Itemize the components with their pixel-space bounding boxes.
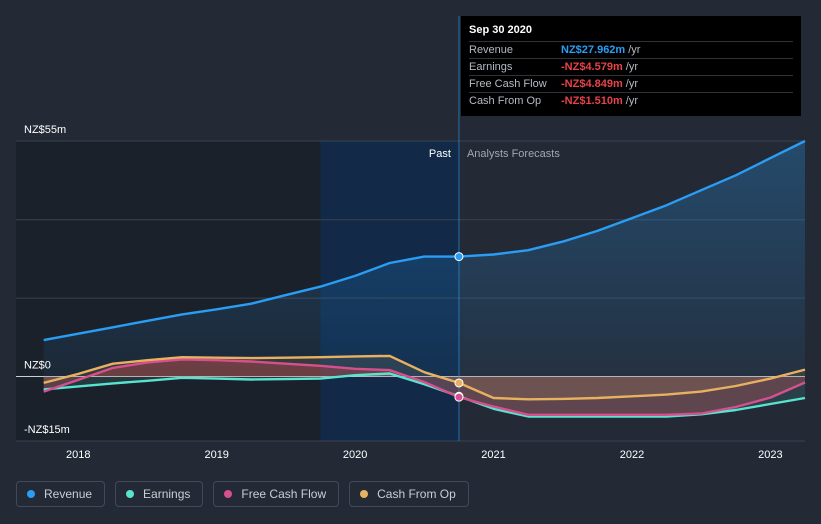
legend-dot-icon: [360, 490, 369, 498]
x-tick-label: 2021: [481, 449, 505, 461]
tooltip-date: Sep 30 2020: [469, 24, 532, 36]
tooltip-label: Cash From Op: [469, 95, 542, 107]
legend-label: Earnings: [143, 487, 191, 501]
cash-from-op-area: [43, 355, 806, 400]
past-region-background: [16, 141, 321, 441]
x-tick-label: 2018: [66, 449, 90, 461]
tooltip-row-cash-from-op: Cash From Op -NZ$1.510m /yr: [469, 92, 793, 109]
revenue-line: [43, 139, 806, 342]
x-tick-label: 2022: [620, 449, 644, 461]
revenue-marker: [454, 252, 464, 262]
earnings-line: [43, 372, 806, 418]
tooltip-row-free-cash-flow: Free Cash Flow -NZ$4.849m /yr: [469, 75, 793, 92]
legend-label: Cash From Op: [377, 487, 456, 501]
tooltip-row-revenue: Revenue NZ$27.962m /yr: [469, 41, 793, 58]
x-tick-label: 2019: [204, 449, 228, 461]
tooltip-value: -NZ$4.579m: [561, 61, 623, 73]
tooltip-label: Free Cash Flow: [469, 78, 547, 90]
legend-item-earnings[interactable]: Earnings: [115, 481, 204, 507]
free-cash-flow-marker: [454, 392, 464, 402]
data-tooltip: Sep 30 2020 Revenue NZ$27.962m /yr Earni…: [461, 16, 801, 116]
cash-from-op-marker: [454, 378, 464, 388]
legend-dot-icon: [27, 490, 35, 498]
tooltip-value: -NZ$4.849m: [561, 78, 623, 90]
tooltip-unit: /yr: [628, 44, 641, 56]
legend-item-free-cash-flow[interactable]: Free Cash Flow: [213, 481, 340, 507]
chart-legend: Revenue Earnings Free Cash Flow Cash Fro…: [16, 481, 479, 507]
tooltip-row-earnings: Earnings -NZ$4.579m /yr: [469, 58, 793, 75]
tooltip-unit: /yr: [625, 61, 638, 73]
y-tick-label: NZ$55m: [24, 124, 66, 136]
free-cash-flow-line: [43, 358, 806, 416]
earnings-area: [43, 373, 806, 417]
legend-item-cash-from-op[interactable]: Cash From Op: [349, 481, 469, 507]
x-tick-label: 2020: [343, 449, 367, 461]
tooltip-value: NZ$27.962m: [561, 44, 626, 56]
legend-label: Revenue: [44, 487, 93, 501]
free-cash-flow-area: [43, 359, 806, 415]
tooltip-unit: /yr: [625, 78, 638, 90]
legend-label: Free Cash Flow: [241, 487, 327, 501]
tooltip-label: Earnings: [469, 61, 513, 73]
tooltip-label: Revenue: [469, 44, 514, 56]
cash-from-op-line: [43, 354, 806, 401]
legend-dot-icon: [224, 490, 233, 498]
y-tick-label: -NZ$15m: [24, 424, 70, 436]
tooltip-unit: /yr: [625, 95, 638, 107]
legend-item-revenue[interactable]: Revenue: [16, 481, 106, 507]
tooltip-value: -NZ$1.510m: [561, 95, 623, 107]
past-label: Past: [429, 148, 451, 160]
revenue-area: [43, 141, 806, 377]
forecast-label: Analysts Forecasts: [467, 148, 560, 160]
legend-dot-icon: [126, 490, 135, 498]
x-tick-label: 2023: [758, 449, 782, 461]
y-tick-label: NZ$0: [24, 360, 51, 372]
